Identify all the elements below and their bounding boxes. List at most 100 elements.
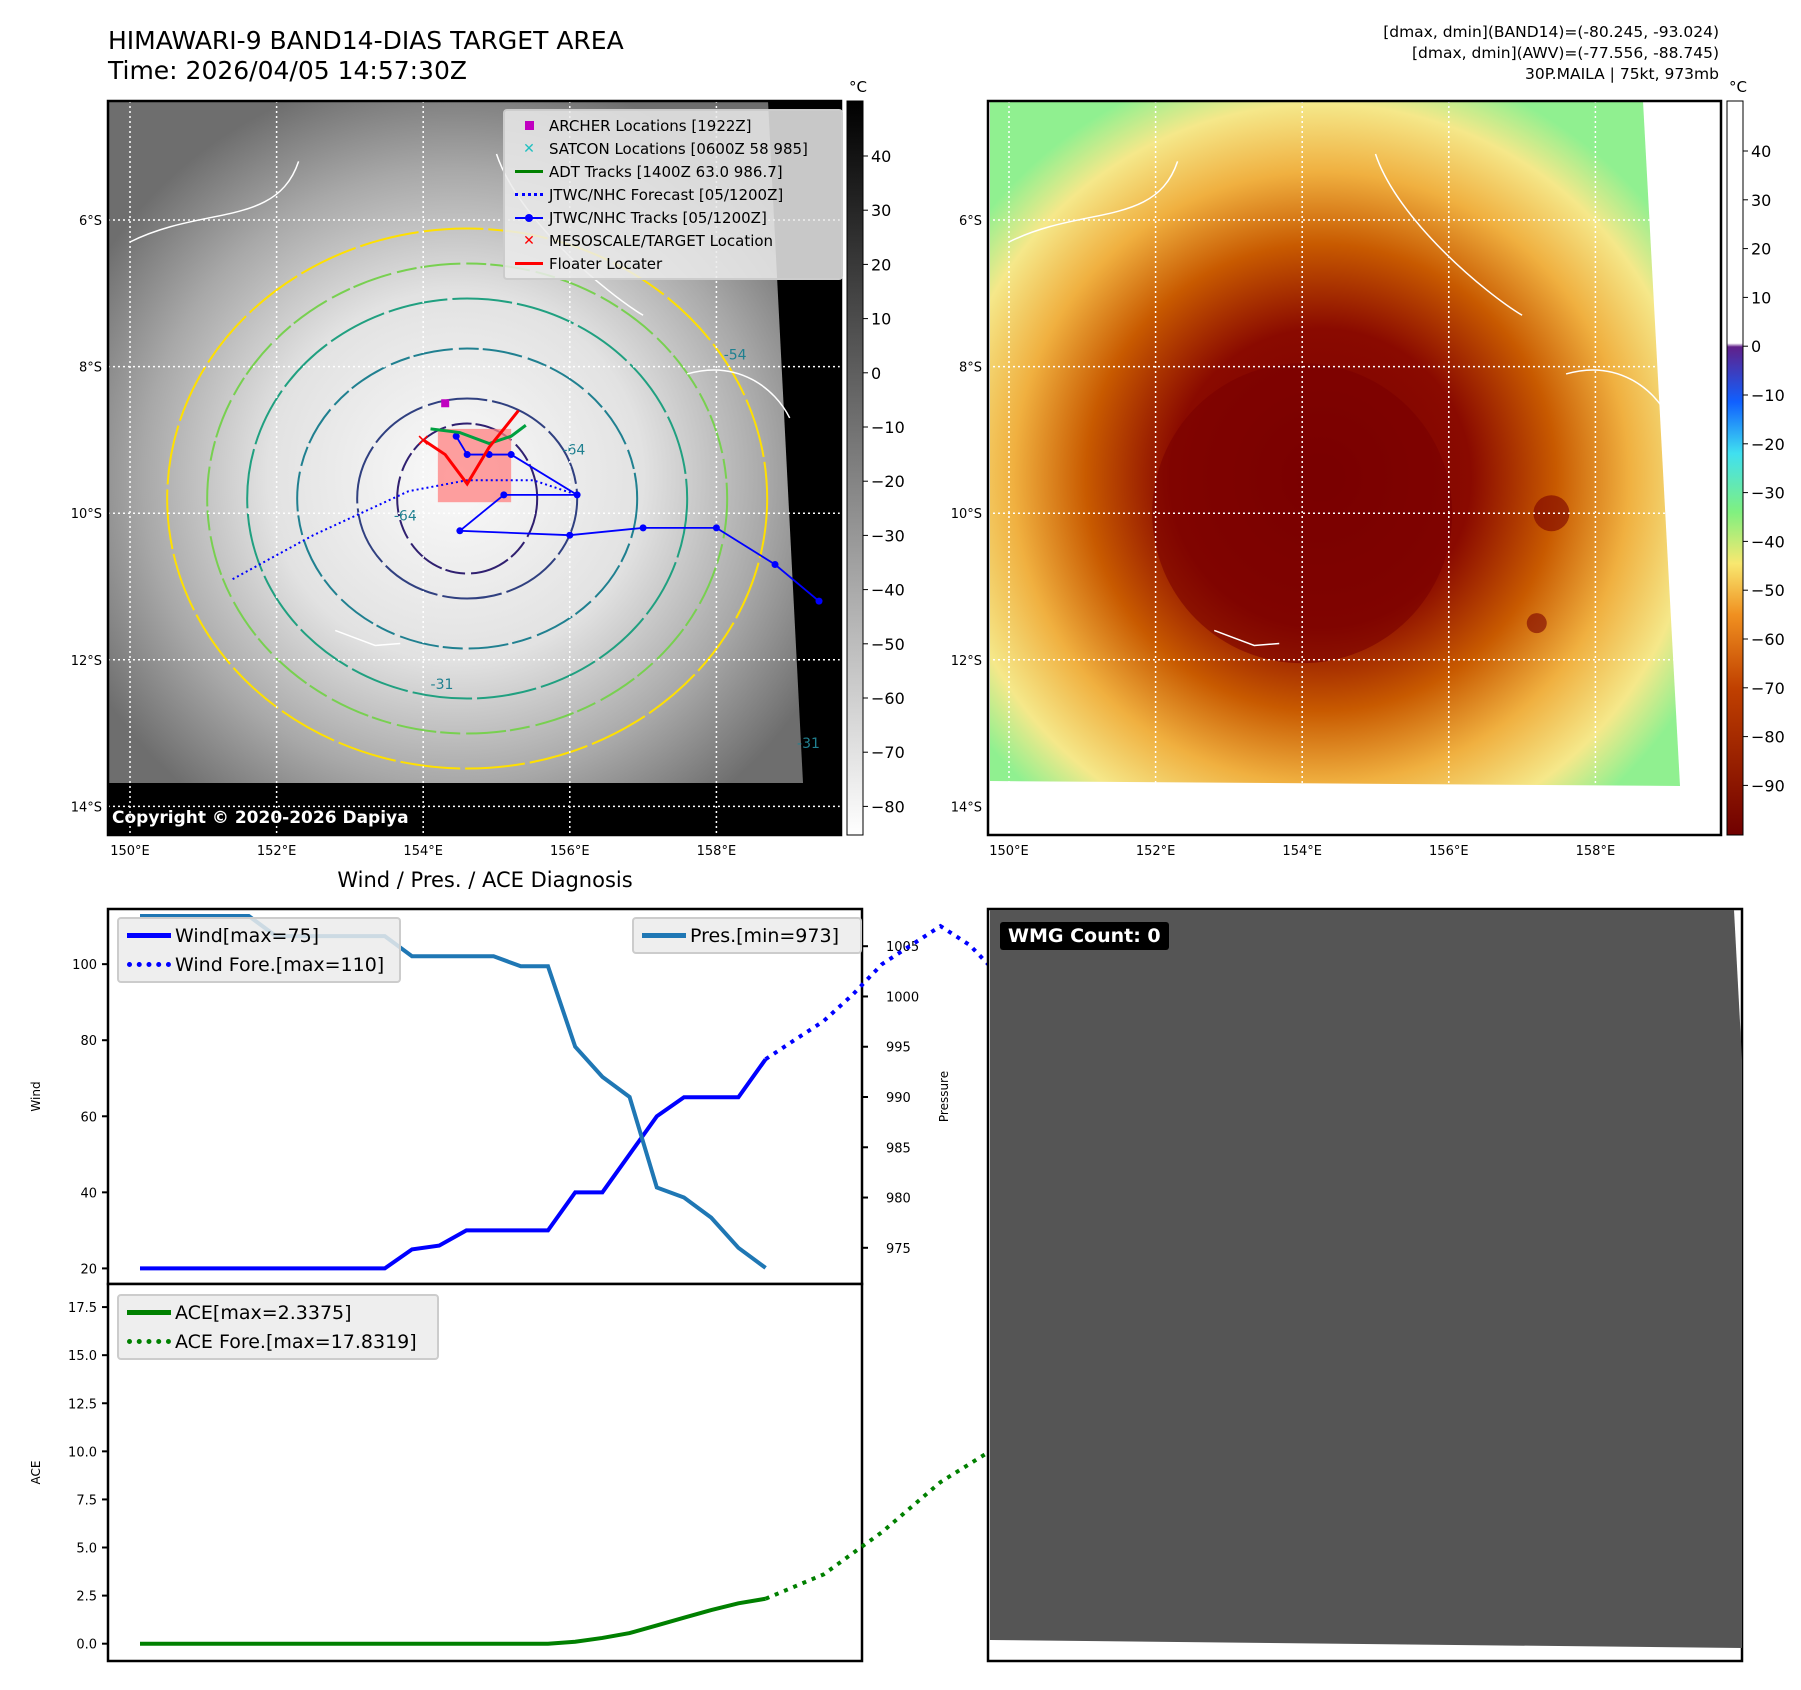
colorbar bbox=[1726, 100, 1744, 836]
lon-tick-label: 154°E bbox=[403, 844, 443, 859]
colorbar-tick-label: −60 bbox=[871, 689, 905, 708]
y2-tick-label: 995 bbox=[886, 1041, 911, 1056]
colorbar-tick-label: −10 bbox=[871, 418, 905, 437]
legend-label: JTWC/NHC Tracks [05/1200Z] bbox=[549, 208, 767, 227]
colorbar-tick-label: 40 bbox=[1751, 142, 1771, 161]
colorbar-tick-label: −70 bbox=[1751, 679, 1785, 698]
lon-tick-label: 156°E bbox=[1429, 844, 1469, 859]
legend-entry: JTWC/NHC Tracks [05/1200Z] bbox=[509, 206, 837, 229]
colorbar-tick-label: −30 bbox=[871, 526, 905, 545]
info-storm: 30P.MAILA | 75kt, 973mb bbox=[1525, 65, 1719, 83]
target-location: ✕ bbox=[416, 431, 429, 450]
map-frame bbox=[106, 99, 843, 837]
colorbar-unit: °C bbox=[849, 78, 867, 96]
y-tick-label: 5.0 bbox=[76, 1542, 97, 1557]
y2-tick-label: 990 bbox=[886, 1091, 911, 1106]
colorbar bbox=[846, 100, 864, 836]
legend-entry: Pres.[min=973] bbox=[638, 921, 856, 950]
temperature-contour bbox=[396, 422, 539, 575]
legend-label: ACE Fore.[max=17.8319] bbox=[175, 1330, 417, 1353]
legend-entry: Wind Fore.[max=110] bbox=[123, 950, 395, 979]
legend-symbol-icon bbox=[509, 121, 549, 130]
contour-label: -31 bbox=[431, 677, 454, 693]
cold-cloud-cluster bbox=[1533, 495, 1570, 532]
lat-tick-label: 8°S bbox=[79, 361, 102, 376]
y-tick-label: 10.0 bbox=[68, 1445, 97, 1460]
lat-tick-label: 8°S bbox=[959, 361, 982, 376]
legend-label: Pres.[min=973] bbox=[690, 924, 839, 947]
y2-tick-label: 985 bbox=[886, 1141, 911, 1156]
coastline bbox=[1008, 153, 1670, 647]
lon-tick-label: 154°E bbox=[1282, 844, 1322, 859]
y-tick-label: 0.0 bbox=[76, 1638, 97, 1653]
legend-label: Floater Locater bbox=[549, 254, 663, 273]
temperature-contour bbox=[246, 297, 689, 700]
legend-symbol-icon bbox=[123, 1339, 175, 1344]
y-axis-label: ACE bbox=[29, 1461, 43, 1485]
temperature-contour bbox=[296, 347, 639, 650]
contour-label: -54 bbox=[724, 347, 747, 363]
jtwc-track-point bbox=[639, 524, 647, 532]
map-frame bbox=[986, 99, 1723, 837]
y2-tick-label: 975 bbox=[886, 1242, 911, 1257]
lon-tick-label: 152°E bbox=[1136, 844, 1176, 859]
colorbar-tick-label: −80 bbox=[871, 797, 905, 816]
colorbar-tick-label: 30 bbox=[871, 201, 891, 220]
jtwc-track-point bbox=[815, 597, 823, 605]
info-band14: [dmax, dmin](BAND14)=(-80.245, -93.024) bbox=[1383, 23, 1719, 41]
colorbar-unit: °C bbox=[1729, 78, 1747, 96]
colorbar-tick-label: 10 bbox=[1751, 288, 1771, 307]
archer-location bbox=[441, 399, 450, 408]
legend-label: Wind Fore.[max=110] bbox=[175, 953, 385, 976]
legend-symbol-icon bbox=[638, 933, 690, 938]
wmg-count-badge: WMG Count: 0 bbox=[1000, 922, 1169, 950]
lat-tick-label: 14°S bbox=[71, 800, 102, 815]
y-axis-label: Wind bbox=[29, 1081, 43, 1111]
colorbar-tick-label: 20 bbox=[871, 255, 891, 274]
legend-entry: JTWC/NHC Forecast [05/1200Z] bbox=[509, 183, 837, 206]
jtwc-track-point bbox=[500, 491, 508, 499]
y-tick-label: 2.5 bbox=[76, 1590, 97, 1605]
colorbar-tick-label: −20 bbox=[871, 472, 905, 491]
legend-entry: ADT Tracks [1400Z 63.0 986.7] bbox=[509, 160, 837, 183]
lon-tick-label: 152°E bbox=[257, 844, 297, 859]
jtwc-track-point bbox=[573, 491, 581, 499]
colorbar-tick-label: −30 bbox=[1751, 484, 1785, 503]
lat-tick-label: 12°S bbox=[71, 654, 102, 669]
adt-track bbox=[430, 424, 527, 446]
y2-tick-label: 980 bbox=[886, 1192, 911, 1207]
legend-label: ARCHER Locations [1922Z] bbox=[549, 116, 752, 135]
lat-tick-label: 6°S bbox=[959, 214, 982, 229]
jtwc-track-point bbox=[771, 561, 779, 569]
jtwc-track-point bbox=[463, 451, 471, 459]
colorbar-tick-label: −80 bbox=[1751, 728, 1785, 747]
lon-tick-label: 158°E bbox=[697, 844, 737, 859]
jtwc-forecast-track bbox=[232, 479, 578, 581]
temperature-contour bbox=[206, 262, 729, 735]
jtwc-track-point bbox=[507, 451, 515, 459]
lat-tick-label: 14°S bbox=[951, 800, 982, 815]
colorbar-tick-label: −20 bbox=[1751, 435, 1785, 454]
map-panels: -64 -64 -31 -31 -54 150°E 152°E 154°E 156°E 158°E… bbox=[71, 78, 1785, 859]
jtwc-track-point bbox=[712, 524, 720, 532]
colorbar-tick-label: 40 bbox=[871, 147, 891, 166]
legend-symbol-icon bbox=[509, 213, 549, 222]
y-tick-label: 100 bbox=[72, 958, 97, 973]
figure-title: HIMAWARI-9 BAND14-DIAS TARGET AREA Time:… bbox=[108, 26, 624, 86]
y2-tick-label: 1005 bbox=[886, 940, 919, 955]
contour-label: -64 bbox=[394, 509, 417, 525]
legend-symbol-icon bbox=[509, 193, 549, 196]
contour-label: -31 bbox=[797, 736, 820, 752]
y2-tick-label: 1000 bbox=[886, 990, 919, 1005]
lon-tick-label: 150°E bbox=[110, 844, 150, 859]
pres-series-line bbox=[140, 914, 767, 1270]
temperature-contour bbox=[166, 227, 769, 770]
legend-label: JTWC/NHC Forecast [05/1200Z] bbox=[549, 185, 784, 204]
y-tick-label: 12.5 bbox=[68, 1397, 97, 1412]
cold-cloud-cluster bbox=[1526, 613, 1547, 634]
floater-locater bbox=[422, 409, 520, 487]
y-tick-label: 17.5 bbox=[68, 1301, 97, 1316]
diagnosis-title: Wind / Pres. / ACE Diagnosis bbox=[337, 868, 632, 892]
y-tick-label: 40 bbox=[80, 1186, 97, 1201]
